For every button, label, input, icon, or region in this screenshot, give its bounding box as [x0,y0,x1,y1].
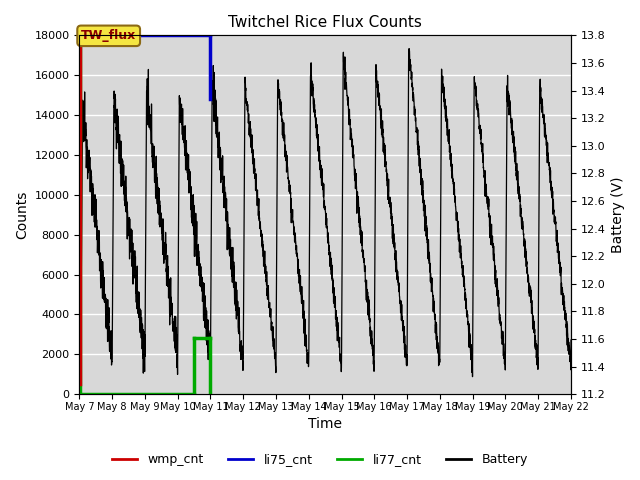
Y-axis label: Counts: Counts [15,191,29,239]
X-axis label: Time: Time [308,418,342,432]
Text: TW_flux: TW_flux [81,29,136,42]
Legend: wmp_cnt, li75_cnt, li77_cnt, Battery: wmp_cnt, li75_cnt, li77_cnt, Battery [107,448,533,471]
Y-axis label: Battery (V): Battery (V) [611,177,625,253]
Title: Twitchel Rice Flux Counts: Twitchel Rice Flux Counts [228,15,422,30]
